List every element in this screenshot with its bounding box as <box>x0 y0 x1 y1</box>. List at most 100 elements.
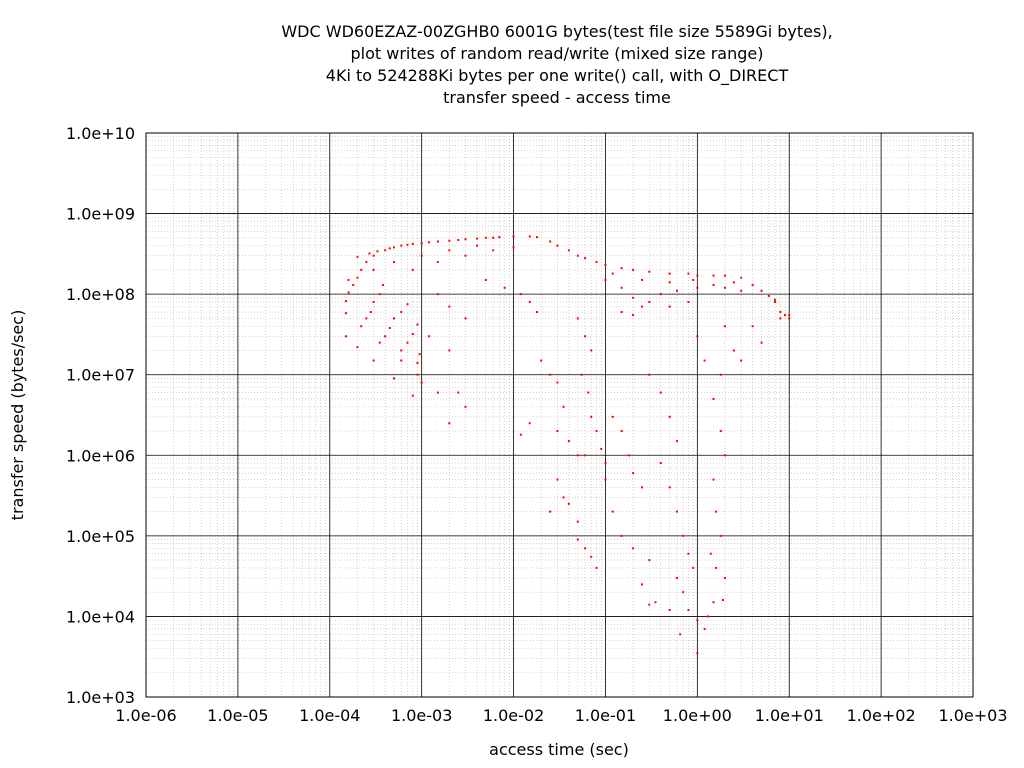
data-point <box>576 317 579 320</box>
data-point <box>576 454 579 457</box>
data-point <box>696 652 699 655</box>
data-point <box>703 627 706 630</box>
x-tick-label: 1.0e+02 <box>847 706 916 725</box>
data-point <box>668 305 671 308</box>
data-point <box>675 440 678 443</box>
data-point <box>668 609 671 612</box>
data-point <box>388 327 391 330</box>
data-point <box>620 286 623 289</box>
data-point <box>712 478 715 481</box>
data-point <box>604 478 607 481</box>
data-point <box>675 510 678 513</box>
x-tick-label: 1.0e-01 <box>575 706 636 725</box>
data-point <box>732 281 735 284</box>
data-point <box>448 249 451 252</box>
data-point <box>567 249 570 252</box>
data-point <box>344 335 347 338</box>
y-tick-label: 1.0e+07 <box>66 366 135 385</box>
data-point <box>692 278 695 281</box>
data-point <box>436 293 439 296</box>
data-point <box>584 335 587 338</box>
y-tick-label: 1.0e+03 <box>66 688 135 707</box>
data-point <box>448 422 451 425</box>
data-point <box>659 462 662 465</box>
y-tick-label: 1.0e+05 <box>66 527 135 546</box>
data-point <box>723 325 726 328</box>
data-point <box>576 254 579 257</box>
data-point <box>654 601 657 604</box>
data-point <box>347 291 350 294</box>
data-point <box>416 361 419 364</box>
y-tick-label: 1.0e+09 <box>66 205 135 224</box>
x-tick-label: 1.0e-05 <box>207 706 268 725</box>
y-tick-label: 1.0e+08 <box>66 285 135 304</box>
grid <box>145 132 974 698</box>
data-point <box>388 247 391 250</box>
data-point <box>712 274 715 277</box>
data-point <box>696 274 699 277</box>
data-point <box>378 293 381 296</box>
data-point <box>382 283 385 286</box>
data-point <box>376 250 379 253</box>
data-point <box>641 278 644 281</box>
x-tick-label: 1.0e+01 <box>755 706 824 725</box>
data-point <box>549 373 552 376</box>
data-point <box>567 502 570 505</box>
data-point <box>556 244 559 247</box>
data-point <box>369 311 372 314</box>
data-point <box>400 359 403 362</box>
data-point <box>595 566 598 569</box>
data-point <box>356 255 359 258</box>
data-point <box>556 478 559 481</box>
data-point <box>464 317 467 320</box>
data-point <box>611 510 614 513</box>
title-line: plot writes of random read/write (mixed … <box>351 44 764 63</box>
data-point <box>611 415 614 418</box>
data-point <box>528 300 531 303</box>
data-point <box>709 552 712 555</box>
data-point <box>372 268 375 271</box>
data-point <box>372 254 375 257</box>
data-point <box>556 381 559 384</box>
data-points <box>344 235 791 655</box>
data-point <box>712 397 715 400</box>
data-point <box>740 359 743 362</box>
data-point <box>492 249 495 252</box>
data-point <box>760 341 763 344</box>
data-point <box>519 293 522 296</box>
data-point <box>595 430 598 433</box>
data-point <box>448 349 451 352</box>
data-point <box>595 261 598 264</box>
data-point <box>632 296 635 299</box>
data-point <box>668 272 671 275</box>
data-point <box>360 325 363 328</box>
data-point <box>436 240 439 243</box>
data-point <box>620 311 623 314</box>
data-point <box>715 566 718 569</box>
data-point <box>427 335 430 338</box>
data-point <box>740 289 743 292</box>
data-point <box>556 430 559 433</box>
data-point <box>788 317 791 320</box>
data-point <box>773 298 776 301</box>
data-point <box>406 341 409 344</box>
data-point <box>400 349 403 352</box>
data-point <box>687 609 690 612</box>
data-point <box>648 373 651 376</box>
x-tick-label: 1.0e+03 <box>938 706 1007 725</box>
data-point <box>682 534 685 537</box>
data-point <box>687 552 690 555</box>
data-point <box>356 276 359 279</box>
data-point <box>576 520 579 523</box>
data-point <box>344 300 347 303</box>
data-point <box>632 472 635 475</box>
data-point <box>420 242 423 245</box>
data-point <box>773 300 776 303</box>
y-tick-label: 1.0e+06 <box>66 446 135 465</box>
y-tick-label: 1.0e+04 <box>66 607 135 626</box>
data-point <box>420 381 423 384</box>
data-point <box>562 405 565 408</box>
data-point <box>604 462 607 465</box>
data-point <box>675 289 678 292</box>
y-tick-label: 1.0e+10 <box>66 124 135 143</box>
